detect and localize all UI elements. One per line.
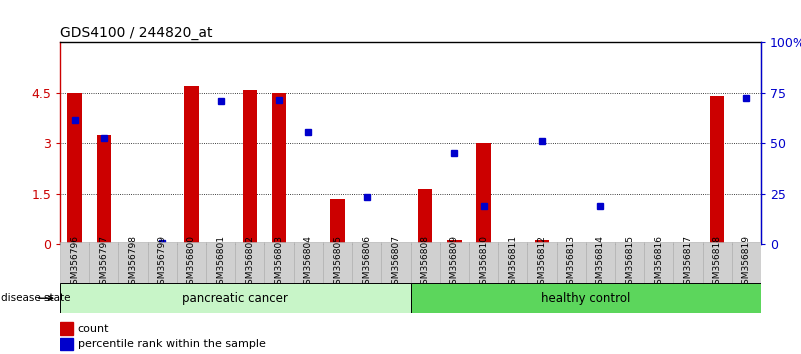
Text: healthy control: healthy control <box>541 292 630 305</box>
Bar <box>330 199 344 244</box>
Text: GSM356813: GSM356813 <box>566 235 576 290</box>
Bar <box>381 242 410 283</box>
Text: GSM356814: GSM356814 <box>596 235 605 290</box>
Text: GSM356801: GSM356801 <box>216 235 225 290</box>
Text: GSM356806: GSM356806 <box>362 235 371 290</box>
Text: GSM356805: GSM356805 <box>333 235 342 290</box>
Text: pancreatic cancer: pancreatic cancer <box>183 292 288 305</box>
Bar <box>272 93 287 244</box>
Text: GSM356810: GSM356810 <box>479 235 488 290</box>
Bar <box>586 242 615 283</box>
Text: percentile rank within the sample: percentile rank within the sample <box>78 339 265 349</box>
Bar <box>60 242 89 283</box>
Bar <box>527 242 557 283</box>
Bar <box>264 242 294 283</box>
Text: GSM356815: GSM356815 <box>625 235 634 290</box>
Bar <box>67 93 82 244</box>
Text: GSM356808: GSM356808 <box>421 235 429 290</box>
Text: GSM356796: GSM356796 <box>70 235 79 290</box>
Bar <box>732 242 761 283</box>
Bar <box>447 240 461 244</box>
Text: GSM356802: GSM356802 <box>245 235 255 290</box>
Bar <box>60 322 73 335</box>
Text: disease state: disease state <box>2 293 70 303</box>
Bar <box>410 242 440 283</box>
Bar <box>477 143 491 244</box>
Bar <box>710 96 724 244</box>
Text: GSM356797: GSM356797 <box>99 235 108 290</box>
Text: GSM356798: GSM356798 <box>129 235 138 290</box>
Bar <box>147 242 177 283</box>
Bar <box>235 242 264 283</box>
Bar <box>243 90 257 244</box>
Text: GSM356818: GSM356818 <box>713 235 722 290</box>
Bar <box>615 242 644 283</box>
Bar <box>469 242 498 283</box>
Text: GSM356819: GSM356819 <box>742 235 751 290</box>
Bar <box>60 338 73 350</box>
Bar <box>119 242 147 283</box>
Bar <box>410 283 761 313</box>
Bar <box>557 242 586 283</box>
Text: GSM356809: GSM356809 <box>450 235 459 290</box>
Text: count: count <box>78 324 109 333</box>
Bar <box>644 242 674 283</box>
Text: GDS4100 / 244820_at: GDS4100 / 244820_at <box>60 26 212 40</box>
Bar <box>89 242 119 283</box>
Bar <box>352 242 381 283</box>
Bar <box>184 86 199 244</box>
Bar <box>177 242 206 283</box>
Text: GSM356807: GSM356807 <box>392 235 400 290</box>
Bar <box>674 242 702 283</box>
Text: GSM356816: GSM356816 <box>654 235 663 290</box>
Text: GSM356803: GSM356803 <box>275 235 284 290</box>
Text: GSM356811: GSM356811 <box>508 235 517 290</box>
Text: GSM356799: GSM356799 <box>158 235 167 290</box>
Text: GSM356804: GSM356804 <box>304 235 313 290</box>
Bar <box>60 283 410 313</box>
Bar <box>323 242 352 283</box>
Bar <box>534 240 549 244</box>
Bar <box>418 189 433 244</box>
Bar <box>702 242 732 283</box>
Bar <box>97 135 111 244</box>
Text: GSM356800: GSM356800 <box>187 235 196 290</box>
Bar <box>498 242 527 283</box>
Bar <box>440 242 469 283</box>
Text: GSM356817: GSM356817 <box>683 235 692 290</box>
Text: GSM356812: GSM356812 <box>537 235 546 290</box>
Bar <box>206 242 235 283</box>
Bar <box>294 242 323 283</box>
